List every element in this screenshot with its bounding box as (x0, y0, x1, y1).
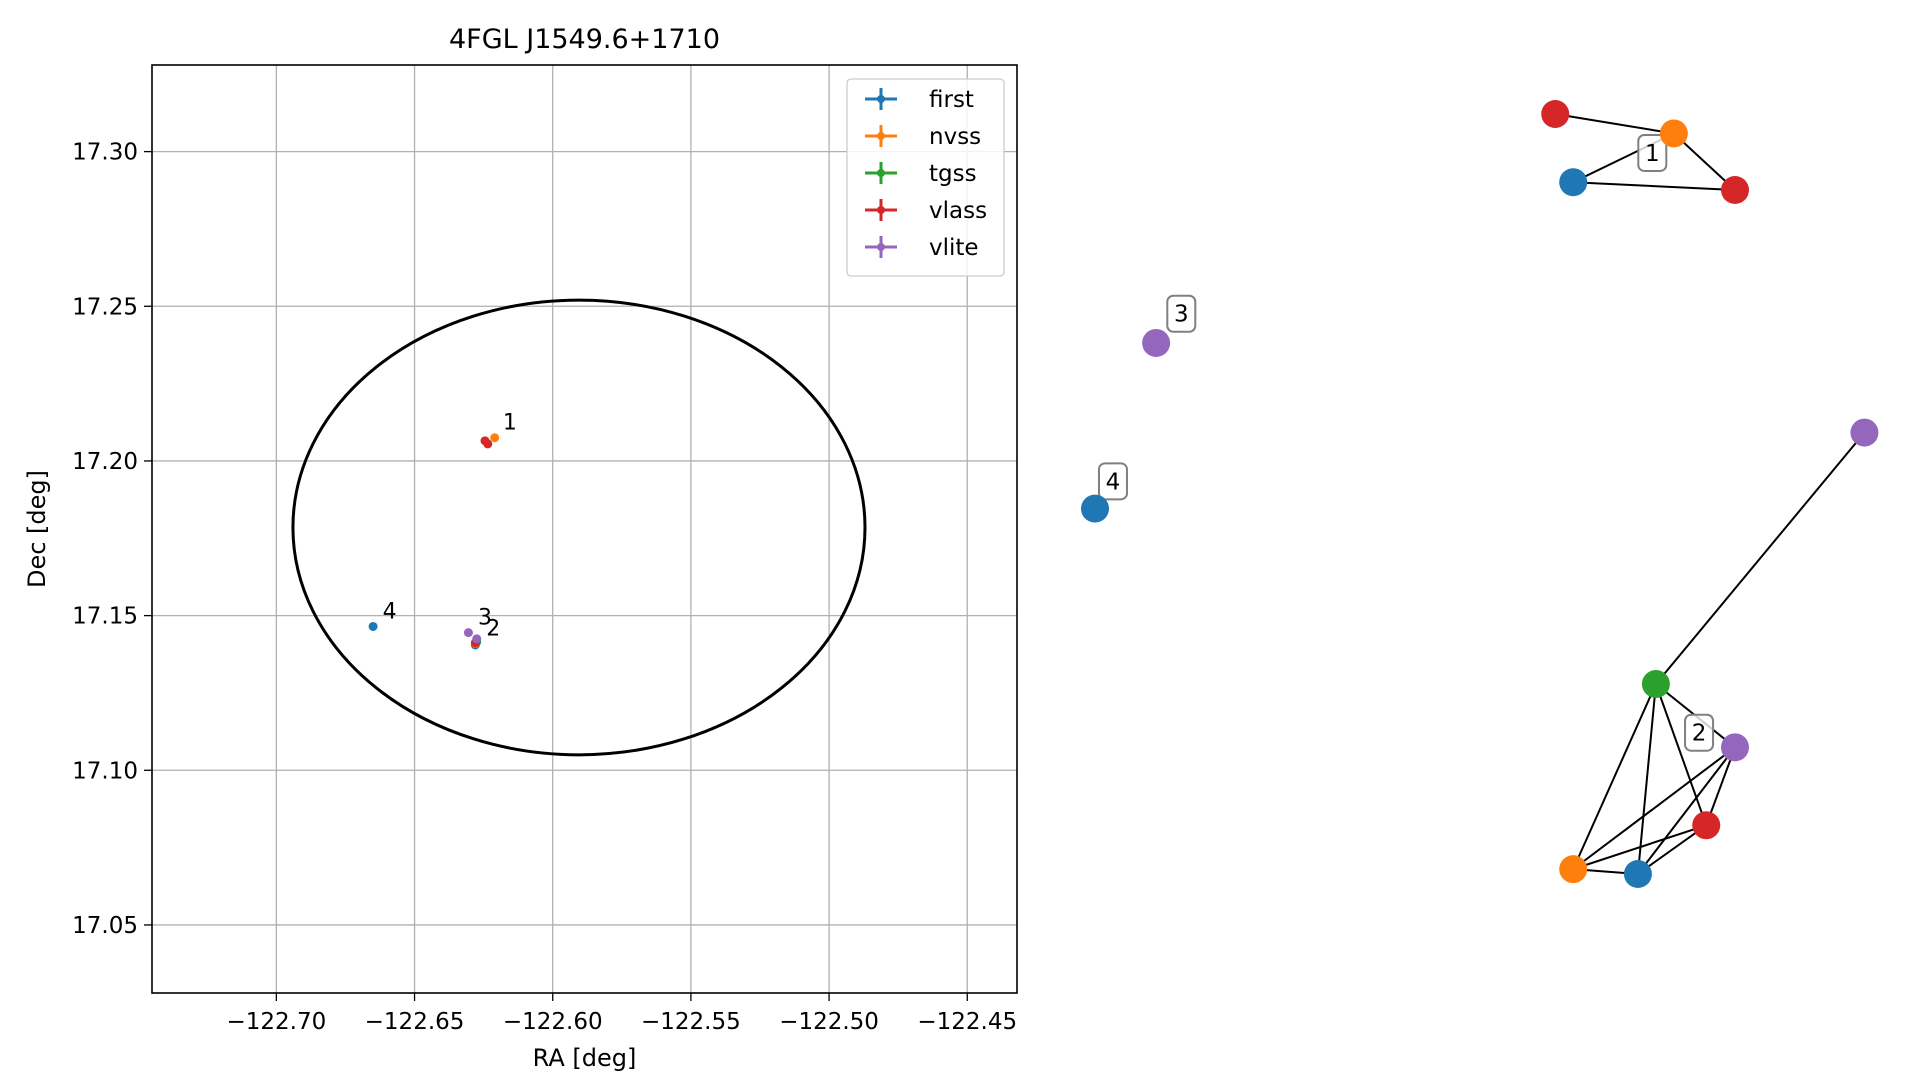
network-node-vlite (1721, 733, 1749, 762)
scatter-panel: 1 23 4 −122.70 −122.65 −122.60 −122.55 −122.50… (23, 24, 1018, 1072)
network-edge (1572, 683, 1657, 870)
uncertainty-ellipse-layer (291, 298, 867, 757)
network-node-tgss (1641, 670, 1670, 698)
network-edge (1572, 746, 1736, 870)
legend-item-vlass[interactable]: vlass (865, 198, 987, 224)
network-edge (1572, 824, 1707, 871)
network-group-label: 1 (1637, 133, 1668, 172)
scatter-point-vlite (463, 628, 473, 638)
scatter-annotations: 1 23 4 (383, 411, 517, 642)
point-annotation: 1 (503, 411, 517, 436)
x-tick-label: −122.55 (641, 1009, 741, 1035)
uncertainty-ellipse (291, 298, 867, 757)
network-edge (1636, 683, 1657, 875)
legend-box (846, 78, 1005, 277)
network-group-label: 4 (1097, 462, 1128, 501)
network-edge (1555, 113, 1675, 135)
scatter-point-vlite (472, 634, 482, 644)
network-label-box (1684, 713, 1715, 752)
scatter-points (368, 433, 500, 650)
network-node-vlass (1541, 100, 1570, 128)
x-tick-label: −122.45 (917, 1009, 1017, 1035)
network-node-vlite (1850, 418, 1879, 447)
legend-label: vlass (929, 198, 987, 224)
network-label-box (1166, 294, 1197, 333)
network-node-vlass (1692, 811, 1721, 840)
legend-item-tgss[interactable]: tgss (865, 161, 977, 187)
scatter-point-vlass (483, 439, 493, 449)
chart-title: 4FGL J1549.6+1710 (449, 24, 720, 55)
y-ticks: 17.05 17.10 17.15 17.20 17.25 17.30 (72, 140, 152, 939)
network-edge (1637, 746, 1736, 875)
y-tick-label: 17.30 (72, 140, 138, 166)
network-label-text: 4 (1106, 469, 1121, 495)
legend-item-nvss[interactable]: nvss (865, 124, 981, 150)
legend-label: first (929, 87, 974, 113)
network-label-text: 2 (1692, 721, 1707, 747)
legend-label: nvss (929, 124, 981, 150)
x-tick-label: −122.60 (503, 1009, 603, 1035)
network-node-first (1623, 860, 1652, 888)
legend-item-first[interactable]: first (865, 87, 974, 113)
y-tick-label: 17.20 (72, 449, 138, 475)
legend-label: tgss (929, 161, 977, 187)
network-label-text: 3 (1174, 302, 1189, 328)
y-axis-label: Dec [deg] (23, 470, 51, 588)
network-panel: 1 2 3 4 (1081, 100, 1879, 888)
legend-label: vlite (929, 235, 979, 261)
y-tick-label: 17.05 (72, 913, 138, 939)
network-edges (1555, 113, 1866, 875)
network-label-box (1637, 133, 1668, 172)
network-label-box (1097, 462, 1128, 501)
network-edge (1654, 683, 1708, 826)
network-node-vlite (1142, 328, 1171, 357)
network-label-text: 1 (1645, 141, 1660, 167)
legend-marker (877, 95, 885, 103)
x-axis-label: RA [deg] (533, 1044, 637, 1072)
scatter-point-first (368, 621, 378, 631)
point-annotation: 3 (478, 606, 492, 631)
legend-marker (877, 243, 885, 251)
x-tick-label: −122.50 (779, 1009, 879, 1035)
y-tick-label: 17.25 (72, 294, 138, 320)
y-tick-label: 17.10 (72, 758, 138, 784)
legend-item-vlite[interactable]: vlite (865, 235, 979, 261)
legend-marker (877, 206, 885, 214)
network-group-label: 3 (1166, 294, 1197, 333)
x-ticks: −122.70 −122.65 −122.60 −122.55 −122.50 −122.… (226, 993, 1017, 1035)
plot-frame (151, 64, 1018, 994)
y-tick-label: 17.15 (72, 604, 138, 630)
network-node-nvss (1559, 855, 1588, 884)
point-annotation: 2 (486, 616, 500, 641)
scatter-point-nvss (490, 433, 500, 443)
point-annotation: 4 (383, 599, 397, 624)
network-group-label: 2 (1684, 713, 1715, 752)
network-node-first (1559, 168, 1588, 197)
network-nodes (1081, 100, 1879, 888)
network-node-first (1081, 494, 1109, 523)
legend-marker (877, 169, 885, 177)
network-edge (1655, 431, 1866, 685)
network-edge (1573, 181, 1736, 191)
legend[interactable]: first nvss tgss vlass vlite (846, 78, 1005, 277)
network-node-vlass (1721, 176, 1749, 204)
legend-marker (877, 132, 885, 140)
x-tick-label: −122.70 (226, 1009, 326, 1035)
network-node-nvss (1659, 119, 1688, 148)
network-group-labels: 1 2 3 4 (1097, 133, 1715, 752)
x-tick-label: −122.65 (365, 1009, 465, 1035)
